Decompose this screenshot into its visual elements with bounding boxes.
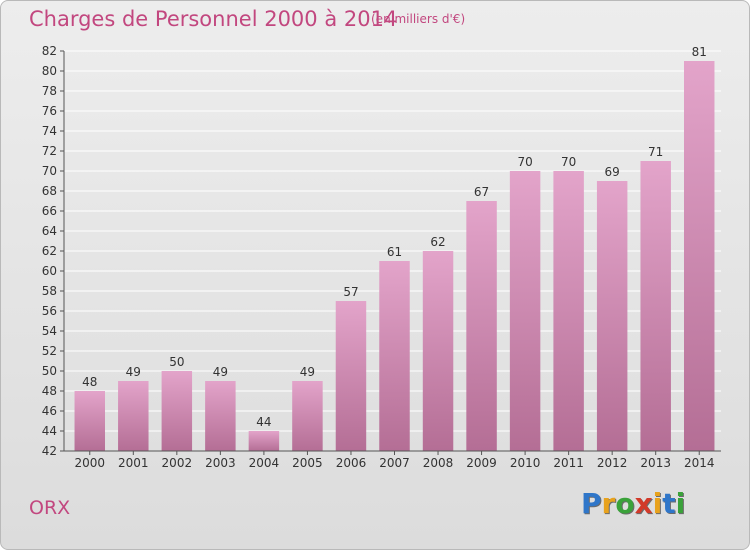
data-label: 81 [692, 45, 707, 59]
data-label: 69 [605, 165, 620, 179]
x-tick-label: 2008 [423, 456, 454, 470]
bar-2014 [683, 61, 715, 451]
x-tick-label: 2000 [74, 456, 105, 470]
bar-2013 [640, 161, 671, 451]
y-tick-label: 46 [42, 404, 57, 418]
bar-2001 [118, 381, 149, 451]
y-tick-label: 44 [42, 424, 57, 438]
x-tick-label: 2001 [118, 456, 149, 470]
bars [74, 61, 715, 451]
y-tick-label: 68 [42, 184, 57, 198]
data-label: 44 [256, 415, 271, 429]
x-tick-label: 2009 [466, 456, 497, 470]
data-label: 49 [126, 365, 141, 379]
data-label: 71 [648, 145, 663, 159]
y-tick-label: 72 [42, 144, 57, 158]
y-tick-label: 64 [42, 224, 57, 238]
data-label: 49 [300, 365, 315, 379]
data-label: 49 [213, 365, 228, 379]
y-tick-label: 82 [42, 44, 57, 58]
data-label: 67 [474, 185, 489, 199]
axes [60, 50, 721, 455]
y-tick-label: 42 [42, 444, 57, 458]
place-name: ORX [29, 497, 71, 519]
y-tick-label: 76 [42, 104, 57, 118]
y-tick-label: 74 [42, 124, 57, 138]
bar-2011 [553, 171, 584, 451]
chart-title: Charges de Personnel 2000 à 2014 [29, 7, 398, 31]
x-tick-label: 2013 [640, 456, 671, 470]
y-tick-label: 58 [42, 284, 57, 298]
x-tick-label: 2011 [553, 456, 584, 470]
bar-2006 [335, 301, 367, 451]
y-tick-label: 78 [42, 84, 57, 98]
y-tick-label: 56 [42, 304, 57, 318]
x-tick-label: 2003 [205, 456, 236, 470]
data-label: 62 [430, 235, 445, 249]
y-tick-label: 54 [42, 324, 57, 338]
x-tick-label: 2004 [249, 456, 280, 470]
bar-2002 [161, 371, 193, 451]
data-label: 70 [561, 155, 576, 169]
y-tick-label: 70 [42, 164, 57, 178]
y-tick-label: 60 [42, 264, 57, 278]
data-label: 61 [387, 245, 402, 259]
y-tick-label: 62 [42, 244, 57, 258]
x-tick-label: 2007 [379, 456, 410, 470]
x-tick-label: 2014 [684, 456, 715, 470]
x-tick-label: 2010 [510, 456, 541, 470]
data-label: 48 [82, 375, 97, 389]
y-tick-label: 50 [42, 364, 57, 378]
bar-2012 [596, 181, 628, 451]
x-tick-label: 2012 [597, 456, 628, 470]
proxiti-logo: Proxiti [581, 487, 686, 520]
labels: 42 44 46 48 50 52 54 56 58 60 62 64 66 68 70 72 74 76 78 80… [42, 44, 715, 470]
bar-2000 [74, 391, 106, 451]
bar-2003 [205, 381, 236, 451]
data-label: 70 [517, 155, 532, 169]
bar-2007 [379, 261, 410, 451]
y-tick-label: 48 [42, 384, 57, 398]
y-tick-label: 66 [42, 204, 57, 218]
x-tick-label: 2006 [336, 456, 367, 470]
chart-subtitle: (en milliers d'€) [371, 12, 466, 26]
bar-2008 [422, 251, 454, 451]
bar-2009 [466, 201, 497, 451]
x-tick-label: 2002 [162, 456, 193, 470]
data-label: 50 [169, 355, 184, 369]
y-tick-label: 52 [42, 344, 57, 358]
y-tick-label: 80 [42, 64, 57, 78]
bar-2004 [248, 431, 280, 451]
data-label: 57 [343, 285, 358, 299]
bar-2010 [509, 171, 541, 451]
bar-2005 [292, 381, 323, 451]
x-tick-label: 2005 [292, 456, 323, 470]
